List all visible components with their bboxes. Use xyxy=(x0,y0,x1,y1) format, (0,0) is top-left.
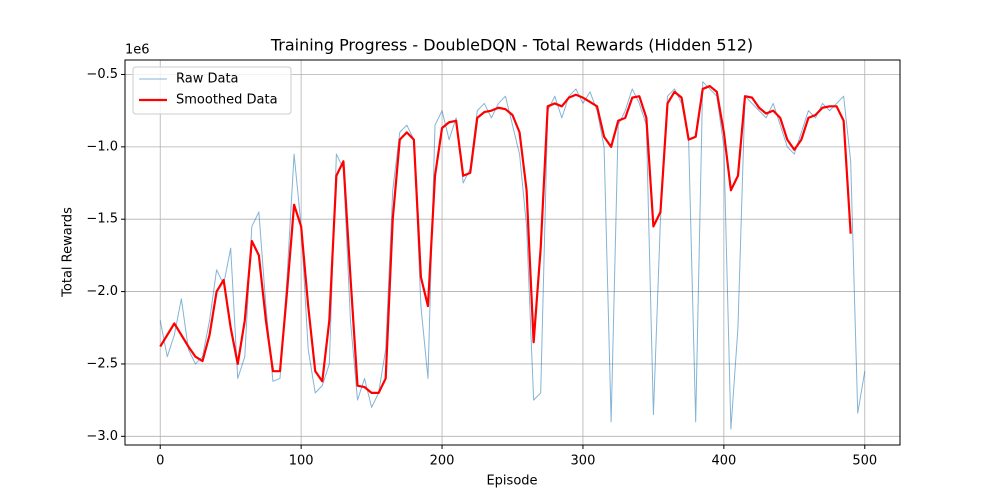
y-tick-label: −1.5 xyxy=(86,212,118,227)
x-tick-label: 100 xyxy=(289,454,314,469)
x-tick-label: 200 xyxy=(430,454,455,469)
axes-frame xyxy=(124,59,901,446)
x-tick-label: 300 xyxy=(571,454,596,469)
series-line xyxy=(159,81,866,430)
x-axis-label: Episode xyxy=(486,474,537,489)
x-tick-label: 400 xyxy=(711,454,736,469)
y-tick-label: −0.5 xyxy=(86,67,118,82)
legend-label: Smoothed Data xyxy=(176,93,278,108)
series-line xyxy=(159,84,852,394)
chart-title: Training Progress - DoubleDQN - Total Re… xyxy=(270,36,753,55)
y-tick-label: −2.5 xyxy=(86,356,118,371)
x-tick-label: 0 xyxy=(156,454,164,469)
y-tick-label: −2.0 xyxy=(86,284,118,299)
y-tick-label: −1.0 xyxy=(86,139,118,154)
x-tick-label: 500 xyxy=(852,454,877,469)
legend-label: Raw Data xyxy=(176,72,239,87)
y-axis-label: Total Rewards xyxy=(61,207,76,298)
legend-box xyxy=(132,66,292,115)
y-tick-label: −3.0 xyxy=(86,429,118,444)
y-offset-label: 1e6 xyxy=(125,43,150,58)
